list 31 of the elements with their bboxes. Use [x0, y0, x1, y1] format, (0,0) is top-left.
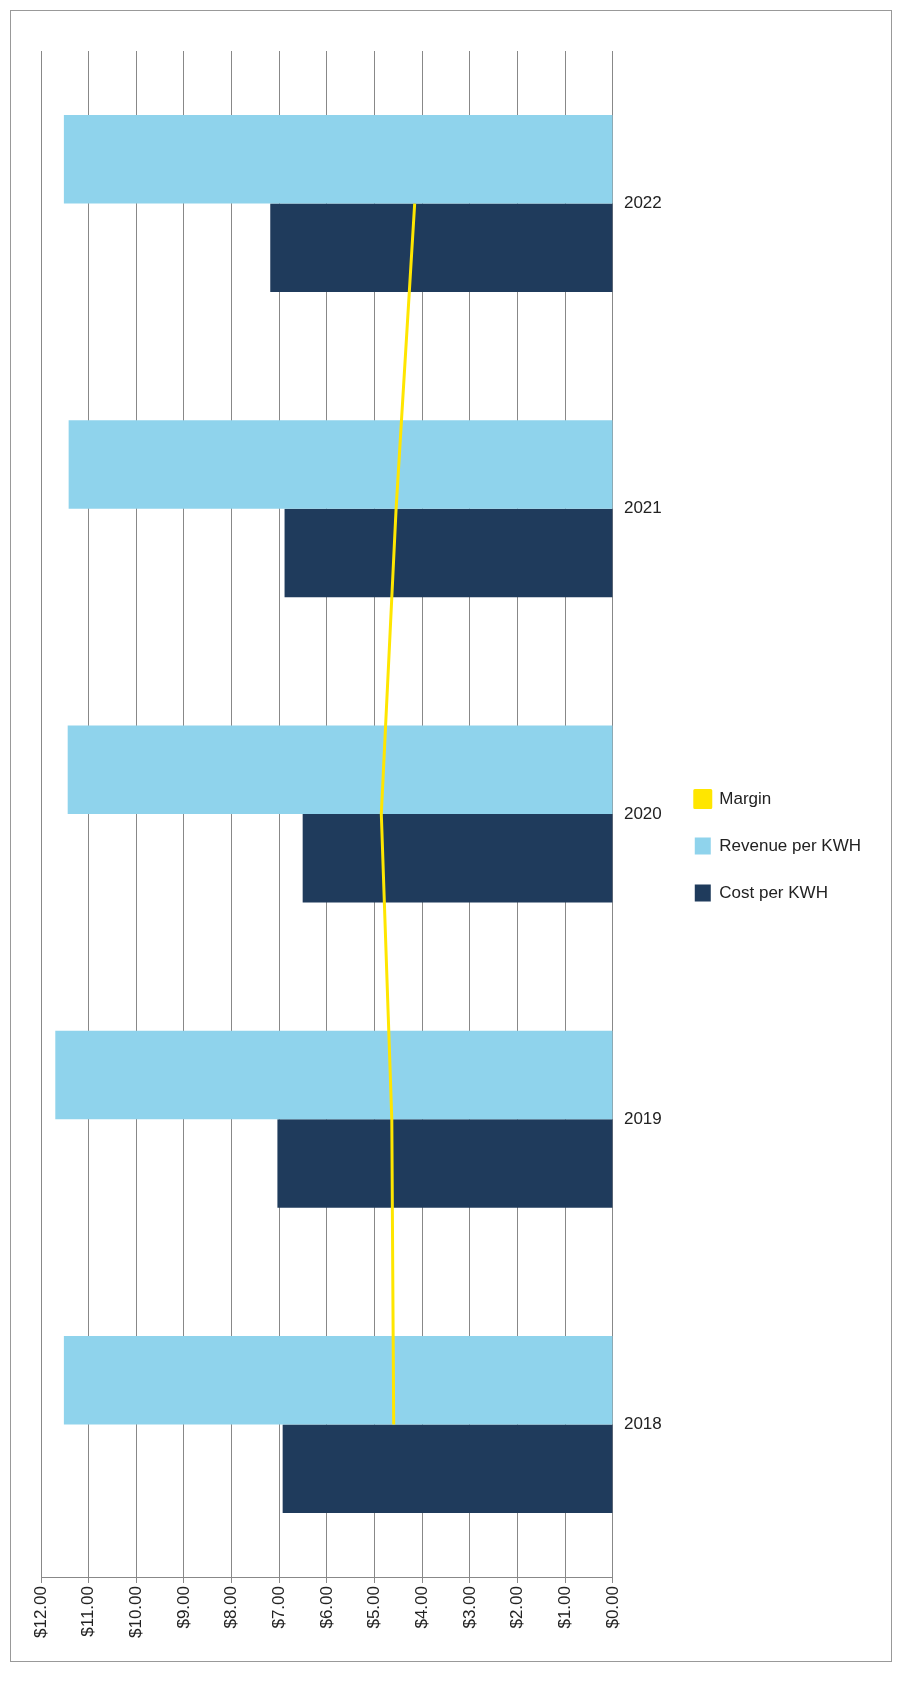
x-tick-label: $6.00 [316, 1586, 336, 1629]
x-tick-label: $9.00 [173, 1586, 193, 1629]
x-tick-label: $2.00 [507, 1586, 527, 1629]
legend-label: Margin [719, 788, 772, 808]
y-tick-label: 2021 [623, 498, 662, 518]
legend-label: Revenue per KWH [719, 835, 862, 855]
bar [302, 814, 613, 903]
x-tick-label: $0.00 [602, 1586, 622, 1629]
bar [277, 1119, 613, 1208]
y-tick-label: 2022 [623, 193, 662, 213]
y-tick-label: 2019 [623, 1108, 662, 1128]
bar [55, 1030, 613, 1120]
x-tick-label: $1.00 [554, 1586, 574, 1629]
bar [284, 508, 613, 598]
bar [63, 115, 613, 204]
x-tick-label: $12.00 [30, 1586, 50, 1638]
bar [67, 725, 613, 814]
bar [282, 1424, 613, 1513]
bar [68, 420, 613, 509]
x-tick-label: $3.00 [459, 1586, 479, 1629]
x-tick-label: $7.00 [269, 1586, 288, 1629]
x-tick-label: $11.00 [78, 1586, 98, 1637]
x-tick-label: $10.00 [126, 1586, 146, 1638]
y-tick-label: 2020 [623, 803, 662, 823]
y-tick-label: 2018 [623, 1414, 662, 1434]
legend-label: Cost per KWH [719, 882, 828, 902]
bar [270, 203, 613, 293]
bar [63, 1335, 613, 1425]
x-tick-label: $4.00 [411, 1586, 431, 1629]
x-tick-label: $5.00 [364, 1586, 384, 1629]
x-tick-label: $8.00 [221, 1586, 241, 1629]
